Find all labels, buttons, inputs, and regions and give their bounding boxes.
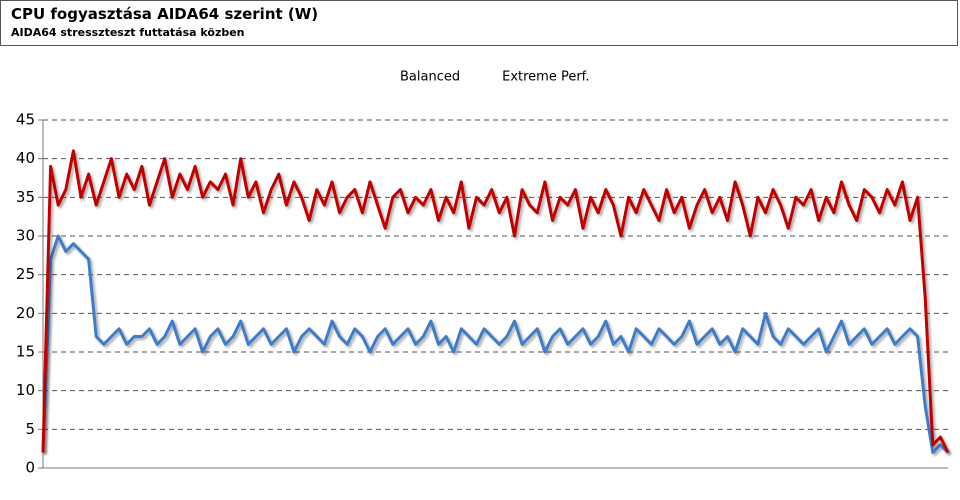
- y-tick-label: 35: [16, 188, 35, 206]
- y-tick-label: 5: [25, 420, 35, 438]
- legend-label: Extreme Perf.: [502, 70, 589, 85]
- y-tick-label: 20: [16, 304, 35, 322]
- y-tick-label: 15: [16, 343, 35, 361]
- legend-label: Balanced: [400, 70, 460, 85]
- y-tick-label: 45: [16, 111, 35, 129]
- y-tick-label: 30: [16, 227, 35, 245]
- y-tick-label: 0: [25, 459, 35, 477]
- chart-subtitle: AIDA64 stresszteszt futtatása közben: [11, 26, 245, 39]
- title-box: CPU fogyasztása AIDA64 szerint (W) AIDA6…: [0, 0, 958, 46]
- y-tick-label: 25: [16, 265, 35, 283]
- chart-title: CPU fogyasztása AIDA64 szerint (W): [11, 5, 319, 23]
- series-line: [41, 149, 950, 454]
- series-line: [41, 234, 950, 454]
- y-tick-label: 40: [16, 149, 35, 167]
- y-tick-label: 10: [16, 381, 35, 399]
